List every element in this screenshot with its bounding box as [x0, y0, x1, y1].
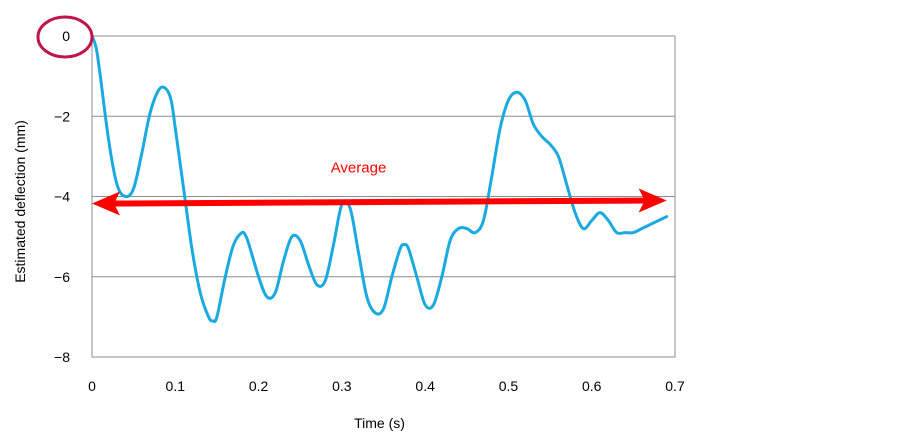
y-axis-ticks: 0 −2 −4 −6 −8: [54, 28, 70, 365]
x-tick-label: 0.6: [582, 378, 602, 394]
average-arrow-shaft: [113, 197, 645, 207]
x-axis-title: Time (s): [354, 415, 405, 431]
x-axis-ticks: 0 0.1 0.2 0.3 0.4 0.5 0.6 0.7: [88, 378, 685, 394]
x-tick-label: 0.7: [665, 378, 685, 394]
average-arrow-left-head: [92, 191, 120, 216]
x-tick-label: 0.4: [415, 378, 435, 394]
x-tick-label: 0: [88, 378, 96, 394]
average-arrow-right-head: [638, 188, 667, 213]
y-tick-label: −4: [54, 189, 70, 205]
deflection-series-line: [90, 34, 669, 324]
y-tick-label: −6: [54, 269, 70, 285]
x-tick-label: 0.1: [166, 378, 186, 394]
y-tick-label: −8: [54, 349, 70, 365]
y-tick-label: −2: [54, 108, 70, 124]
y-axis-title: Estimated deflection (mm): [12, 120, 28, 283]
zero-highlight-circle: [36, 15, 94, 59]
y-tick-label: 0: [62, 28, 70, 44]
x-tick-label: 0.5: [499, 378, 519, 394]
plot-area: [91, 35, 676, 358]
average-arrow: [92, 188, 667, 216]
x-tick-label: 0.2: [249, 378, 269, 394]
average-label: Average: [331, 160, 387, 177]
x-tick-label: 0.3: [332, 378, 352, 394]
